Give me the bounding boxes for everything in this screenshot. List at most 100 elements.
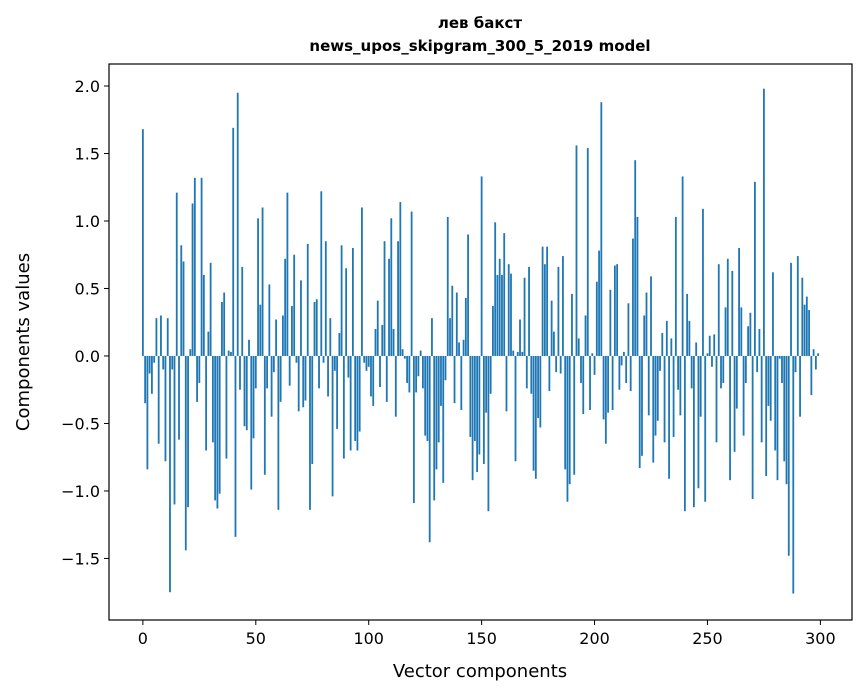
bar-137 (451, 285, 454, 356)
bar-73 (306, 243, 309, 356)
bar-199 (591, 353, 594, 356)
bar-183 (555, 355, 558, 373)
bar-62 (281, 315, 284, 356)
bar-215 (627, 303, 630, 356)
y-tick-label: −1.5 (61, 549, 100, 568)
bar-287 (790, 262, 792, 356)
y-axis: −1.5 −1.0 −0.5 0.0 0.5 1.0 1.5 2.0 (61, 77, 109, 568)
bar-231 (663, 355, 666, 443)
bars-group (141, 88, 820, 594)
bar-151 (482, 355, 485, 464)
bar-33 (216, 355, 219, 509)
bar-5 (153, 355, 156, 363)
bar-20 (187, 355, 189, 508)
bar-123 (419, 350, 422, 356)
bar-147 (473, 355, 476, 442)
bar-286 (787, 355, 790, 556)
bar-56 (268, 284, 271, 356)
bar-109 (388, 258, 390, 356)
bar-264 (738, 247, 740, 356)
bar-26 (200, 177, 203, 356)
bar-37 (225, 355, 228, 459)
bar-248 (702, 208, 704, 356)
bar-206 (607, 355, 610, 413)
bar-34 (218, 355, 221, 494)
bar-59 (275, 319, 278, 356)
bar-31 (211, 355, 214, 443)
bar-245 (695, 342, 698, 356)
y-tick-label: 0.0 (75, 347, 100, 366)
bar-293 (803, 304, 806, 356)
bar-213 (623, 351, 625, 356)
bar-220 (638, 355, 641, 469)
bar-166 (516, 351, 519, 356)
bar-42 (236, 92, 239, 356)
bar-190 (571, 293, 573, 356)
x-tick-label: 150 (466, 629, 497, 648)
bar-260 (729, 355, 731, 481)
x-tick-label: 0 (138, 629, 148, 648)
bar-134 (444, 355, 447, 381)
bar-51 (257, 218, 259, 356)
bar-292 (801, 277, 804, 356)
x-tick-label: 300 (805, 629, 836, 648)
bar-180 (548, 355, 551, 392)
bar-276 (765, 355, 768, 477)
bar-195 (582, 355, 585, 415)
bar-175 (537, 355, 539, 419)
bar-63 (284, 258, 287, 356)
bar-221 (641, 355, 643, 456)
bar-55 (266, 355, 268, 389)
y-tick-label: 1.5 (75, 144, 100, 163)
y-tick-label: 2.0 (75, 77, 100, 96)
bar-258 (724, 307, 727, 356)
bar-179 (546, 246, 549, 356)
bar-132 (440, 355, 442, 406)
bar-128 (431, 318, 433, 356)
bar-152 (485, 355, 488, 413)
bar-232 (665, 320, 668, 356)
bar-153 (487, 355, 490, 512)
bar-261 (731, 270, 734, 356)
bar-53 (261, 207, 264, 356)
bar-265 (740, 307, 743, 356)
bar-255 (717, 264, 720, 356)
y-tick-label: −0.5 (61, 414, 100, 433)
bar-167 (519, 319, 521, 356)
bar-47 (248, 339, 250, 356)
bar-141 (460, 355, 463, 410)
bar-247 (699, 355, 702, 417)
bar-236 (674, 216, 677, 356)
bar-272 (756, 355, 759, 373)
bar-96 (358, 355, 361, 432)
bar-13 (171, 355, 174, 370)
bar-103 (374, 328, 377, 356)
bar-111 (392, 328, 395, 356)
bar-36 (223, 292, 226, 356)
bar-121 (415, 355, 418, 393)
bar-237 (677, 355, 680, 390)
bar-118 (408, 355, 411, 393)
bar-72 (304, 355, 307, 401)
bar-114 (399, 202, 402, 356)
bar-23 (193, 177, 196, 356)
bar-266 (742, 355, 745, 436)
bar-154 (489, 355, 492, 394)
bar-67 (293, 254, 296, 356)
bar-100 (367, 355, 370, 367)
bar-19 (184, 355, 187, 551)
bar-290 (796, 256, 799, 356)
bar-184 (557, 266, 560, 356)
bar-127 (428, 355, 431, 543)
bar-84 (331, 355, 334, 497)
bar-181 (550, 300, 553, 356)
bar-298 (814, 355, 817, 370)
bar-130 (435, 355, 438, 470)
y-tick-label: 1.0 (75, 212, 100, 231)
bar-139 (455, 292, 458, 356)
bar-4 (151, 355, 153, 394)
bar-230 (661, 333, 664, 356)
bar-145 (469, 355, 472, 437)
bar-90 (345, 268, 348, 356)
